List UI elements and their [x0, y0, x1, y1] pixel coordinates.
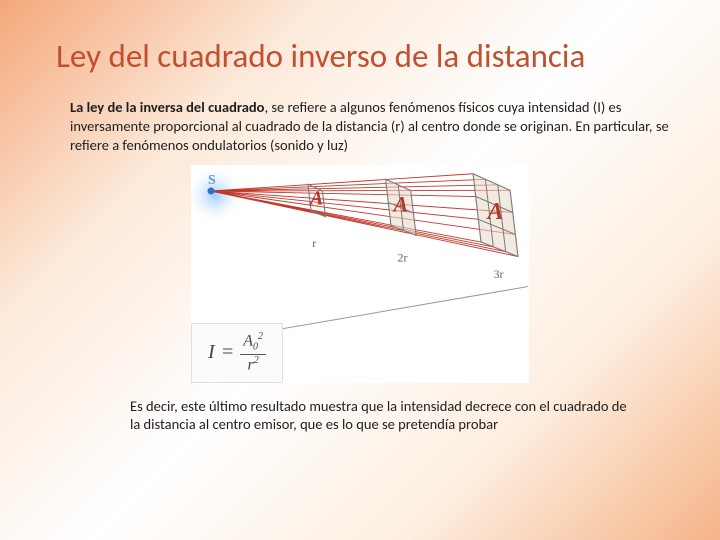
formula-eq: = — [221, 341, 235, 364]
intensity-formula: I = A02 r2 — [191, 323, 283, 383]
svg-text:A: A — [392, 191, 409, 216]
intro-bold: La ley de la inversa del cuadrado — [70, 98, 264, 116]
svg-text:A: A — [486, 199, 504, 225]
svg-text:S: S — [208, 173, 216, 188]
intro-paragraph: La ley de la inversa del cuadrado, se re… — [0, 86, 720, 161]
svg-text:3r: 3r — [494, 267, 504, 281]
formula-lhs: I — [208, 341, 215, 364]
conclusion-paragraph: Es decir, este último resultado muestra … — [0, 383, 720, 435]
page-title: Ley del cuadrado inverso de la distancia — [0, 0, 720, 86]
svg-text:2r: 2r — [398, 250, 408, 264]
inverse-square-diagram: Ar A 2r A 3r S I = A02 r2 — [191, 165, 529, 383]
svg-text:r: r — [312, 236, 316, 250]
svg-text:A: A — [308, 187, 323, 209]
